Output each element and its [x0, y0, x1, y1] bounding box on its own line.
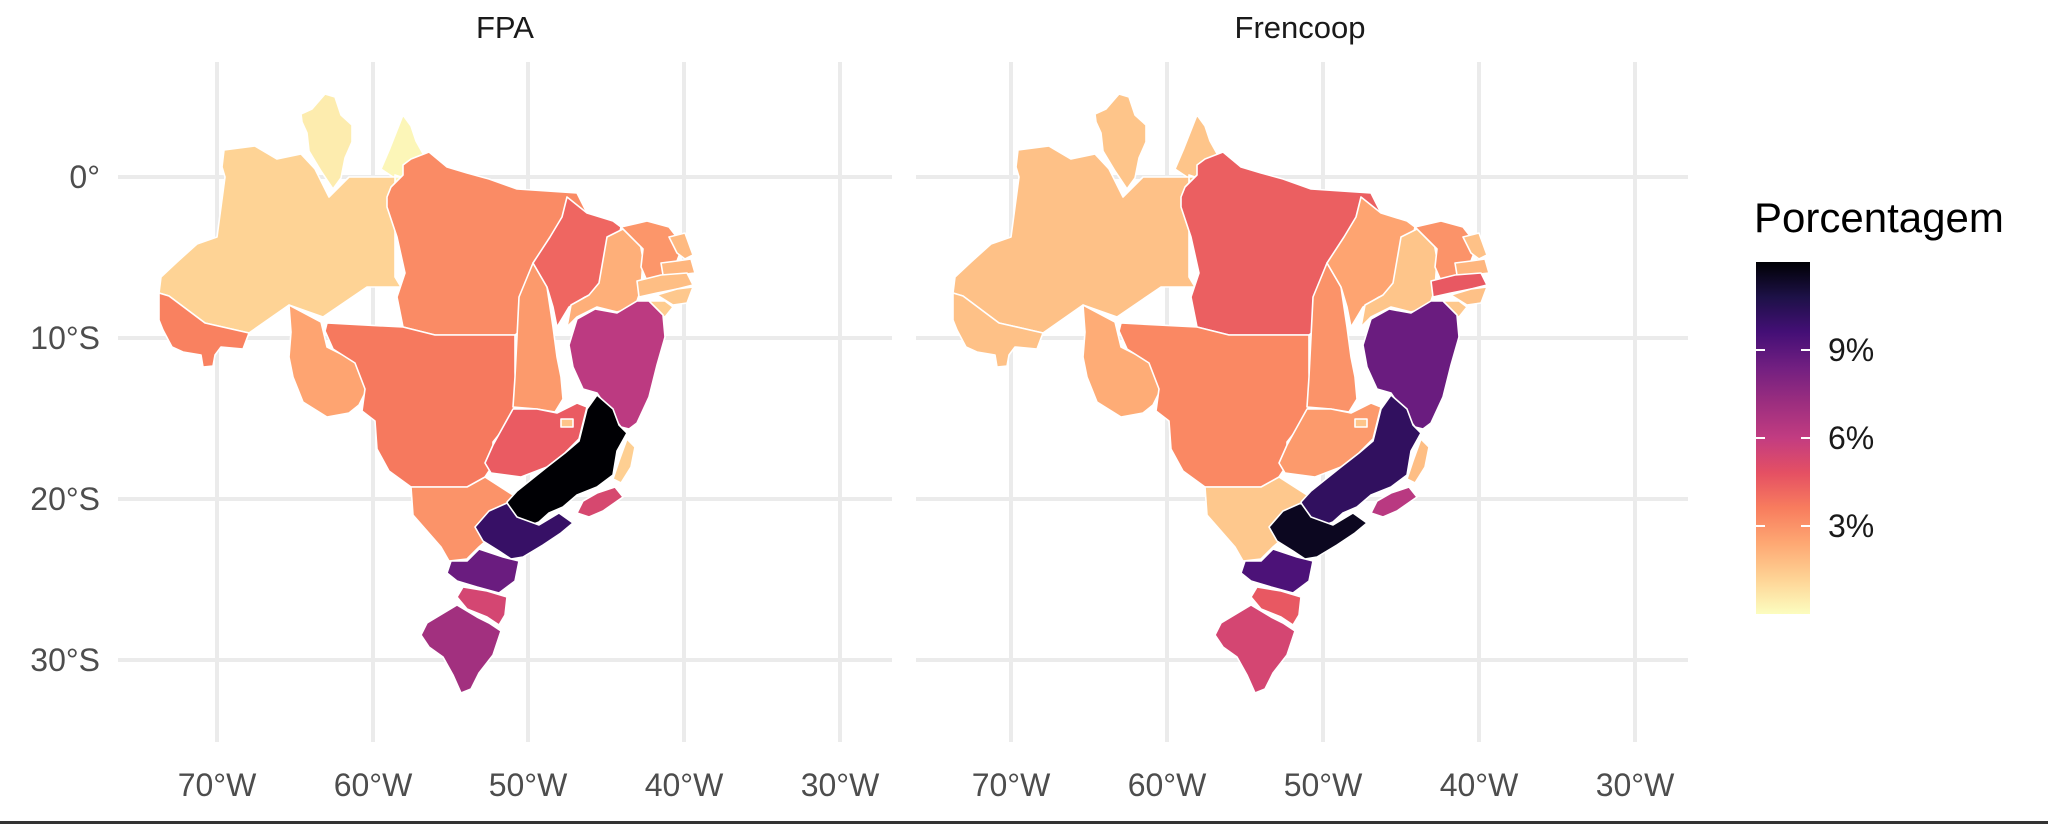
- x-tick-50w: 50°W: [1284, 767, 1363, 803]
- state-sc: [456, 586, 508, 626]
- x-tick-70w: 70°W: [178, 767, 257, 803]
- state-ms: [1204, 476, 1312, 562]
- y-axis-ticks: 0° 10°S 20°S 30°S: [30, 159, 100, 678]
- x-tick-60w: 60°W: [334, 767, 413, 803]
- state-pe: [636, 272, 694, 298]
- state-am: [158, 145, 402, 334]
- state-ba: [1362, 300, 1460, 430]
- states-layer-frencoop: [952, 93, 1490, 694]
- colorbar-tick-label: 9%: [1828, 332, 1874, 368]
- state-ms: [410, 476, 518, 562]
- state-ac: [952, 292, 1044, 368]
- state-es: [612, 438, 636, 484]
- state-sp: [474, 502, 574, 560]
- state-sp: [1268, 502, 1368, 560]
- x-tick-70w: 70°W: [972, 767, 1051, 803]
- state-sc: [1250, 586, 1302, 626]
- state-ro: [288, 304, 368, 418]
- y-tick-0: 0°: [69, 159, 100, 195]
- state-am: [952, 145, 1196, 334]
- x-axis-ticks-frencoop: 70°W 60°W 50°W 40°W 30°W: [972, 767, 1675, 803]
- state-pr: [1240, 548, 1314, 594]
- legend-title: Porcentagem: [1754, 194, 2004, 241]
- panel-title-frencoop: Frencoop: [1235, 10, 1366, 45]
- x-axis-ticks-fpa: 70°W 60°W 50°W 40°W 30°W: [178, 767, 880, 803]
- state-rn: [1462, 232, 1488, 260]
- state-rj: [1370, 486, 1418, 518]
- state-rr: [1094, 93, 1147, 190]
- legend: Porcentagem 9% 6% 3%: [1754, 194, 2004, 614]
- colorbar-ticks: 9% 6% 3%: [1756, 332, 1874, 544]
- map-panel-frencoop: Frencoop 70°W 60°W 50°W 40°W 30°W: [916, 10, 1688, 803]
- state-ba: [568, 300, 666, 430]
- x-tick-40w: 40°W: [645, 767, 724, 803]
- state-pr: [446, 548, 520, 594]
- x-tick-50w: 50°W: [489, 767, 568, 803]
- y-tick-20s: 20°S: [30, 481, 100, 517]
- x-tick-30w: 30°W: [1596, 767, 1675, 803]
- state-pe: [1430, 272, 1488, 298]
- states-layer-fpa: [158, 93, 696, 694]
- x-tick-30w: 30°W: [801, 767, 880, 803]
- state-rs: [420, 604, 502, 694]
- panel-title-fpa: FPA: [476, 10, 534, 45]
- x-tick-40w: 40°W: [1440, 767, 1519, 803]
- state-df: [560, 418, 574, 428]
- state-al: [656, 286, 694, 306]
- state-rr: [300, 93, 353, 190]
- colorbar-tick-label: 3%: [1828, 508, 1874, 544]
- state-al: [1450, 286, 1488, 306]
- state-df: [1354, 418, 1368, 428]
- state-rj: [576, 486, 624, 518]
- state-ro: [1082, 304, 1162, 418]
- state-es: [1406, 438, 1430, 484]
- state-ac: [158, 292, 250, 368]
- y-tick-30s: 30°S: [30, 642, 100, 678]
- y-tick-10s: 10°S: [30, 320, 100, 356]
- state-rn: [668, 232, 694, 260]
- colorbar-tick-label: 6%: [1828, 420, 1874, 456]
- state-rs: [1214, 604, 1296, 694]
- map-panel-fpa: FPA 0° 10°S 20°S 30°S 70°W 60°W 50°W 40°…: [30, 10, 892, 803]
- bottom-border: [0, 821, 2048, 824]
- x-tick-60w: 60°W: [1128, 767, 1207, 803]
